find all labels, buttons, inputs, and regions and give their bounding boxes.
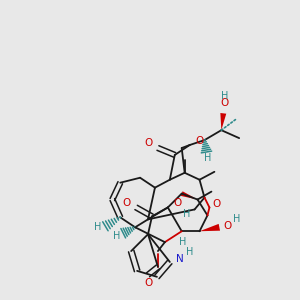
- Text: H: H: [183, 209, 190, 219]
- Text: H: H: [94, 222, 101, 232]
- Text: H: H: [204, 153, 211, 163]
- Polygon shape: [181, 191, 198, 200]
- Text: N: N: [176, 254, 184, 264]
- Text: O: O: [195, 136, 204, 146]
- Text: H: H: [220, 91, 228, 100]
- Text: H: H: [179, 237, 186, 247]
- Text: O: O: [223, 221, 231, 231]
- Text: O: O: [220, 98, 228, 108]
- Polygon shape: [200, 224, 220, 231]
- Text: H: H: [233, 214, 241, 224]
- Text: O: O: [212, 200, 220, 209]
- Text: O: O: [144, 138, 152, 148]
- Text: O: O: [144, 278, 152, 288]
- Text: H: H: [112, 231, 120, 241]
- Text: O: O: [174, 199, 182, 208]
- Text: H: H: [186, 247, 193, 257]
- Polygon shape: [220, 113, 226, 130]
- Text: O: O: [122, 199, 130, 208]
